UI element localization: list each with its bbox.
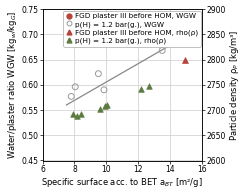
Y-axis label: Water/plaster ratio WGW [kg$_w$/kg$_G$]: Water/plaster ratio WGW [kg$_w$/kg$_G$] [5, 11, 19, 159]
Legend: FGD plaster III before HOM, WGW, p(H) = 1.2 bar(g.), WGW, FGD plaster III before: FGD plaster III before HOM, WGW, p(H) = … [63, 11, 201, 47]
Point [96, 72, 100, 75]
Point [167, 30, 171, 33]
Point [69, 95, 73, 98]
Point [147, 84, 151, 87]
Point [181, 23, 185, 26]
Point [105, 103, 109, 106]
Point [102, 88, 106, 91]
Point [73, 85, 77, 88]
Point [103, 104, 107, 107]
Point [71, 113, 75, 116]
Y-axis label: Particle density ρ$_P$ [kg/m³]: Particle density ρ$_P$ [kg/m³] [228, 29, 242, 141]
Point [75, 114, 79, 118]
Point [98, 107, 102, 110]
Point [79, 112, 83, 115]
Point [183, 58, 186, 61]
Point [160, 49, 164, 52]
Point [170, 28, 174, 31]
Point [140, 87, 144, 90]
X-axis label: Specific surface acc. to BET a$_{BT}$ [m²/g]: Specific surface acc. to BET a$_{BT}$ [m… [41, 176, 203, 190]
